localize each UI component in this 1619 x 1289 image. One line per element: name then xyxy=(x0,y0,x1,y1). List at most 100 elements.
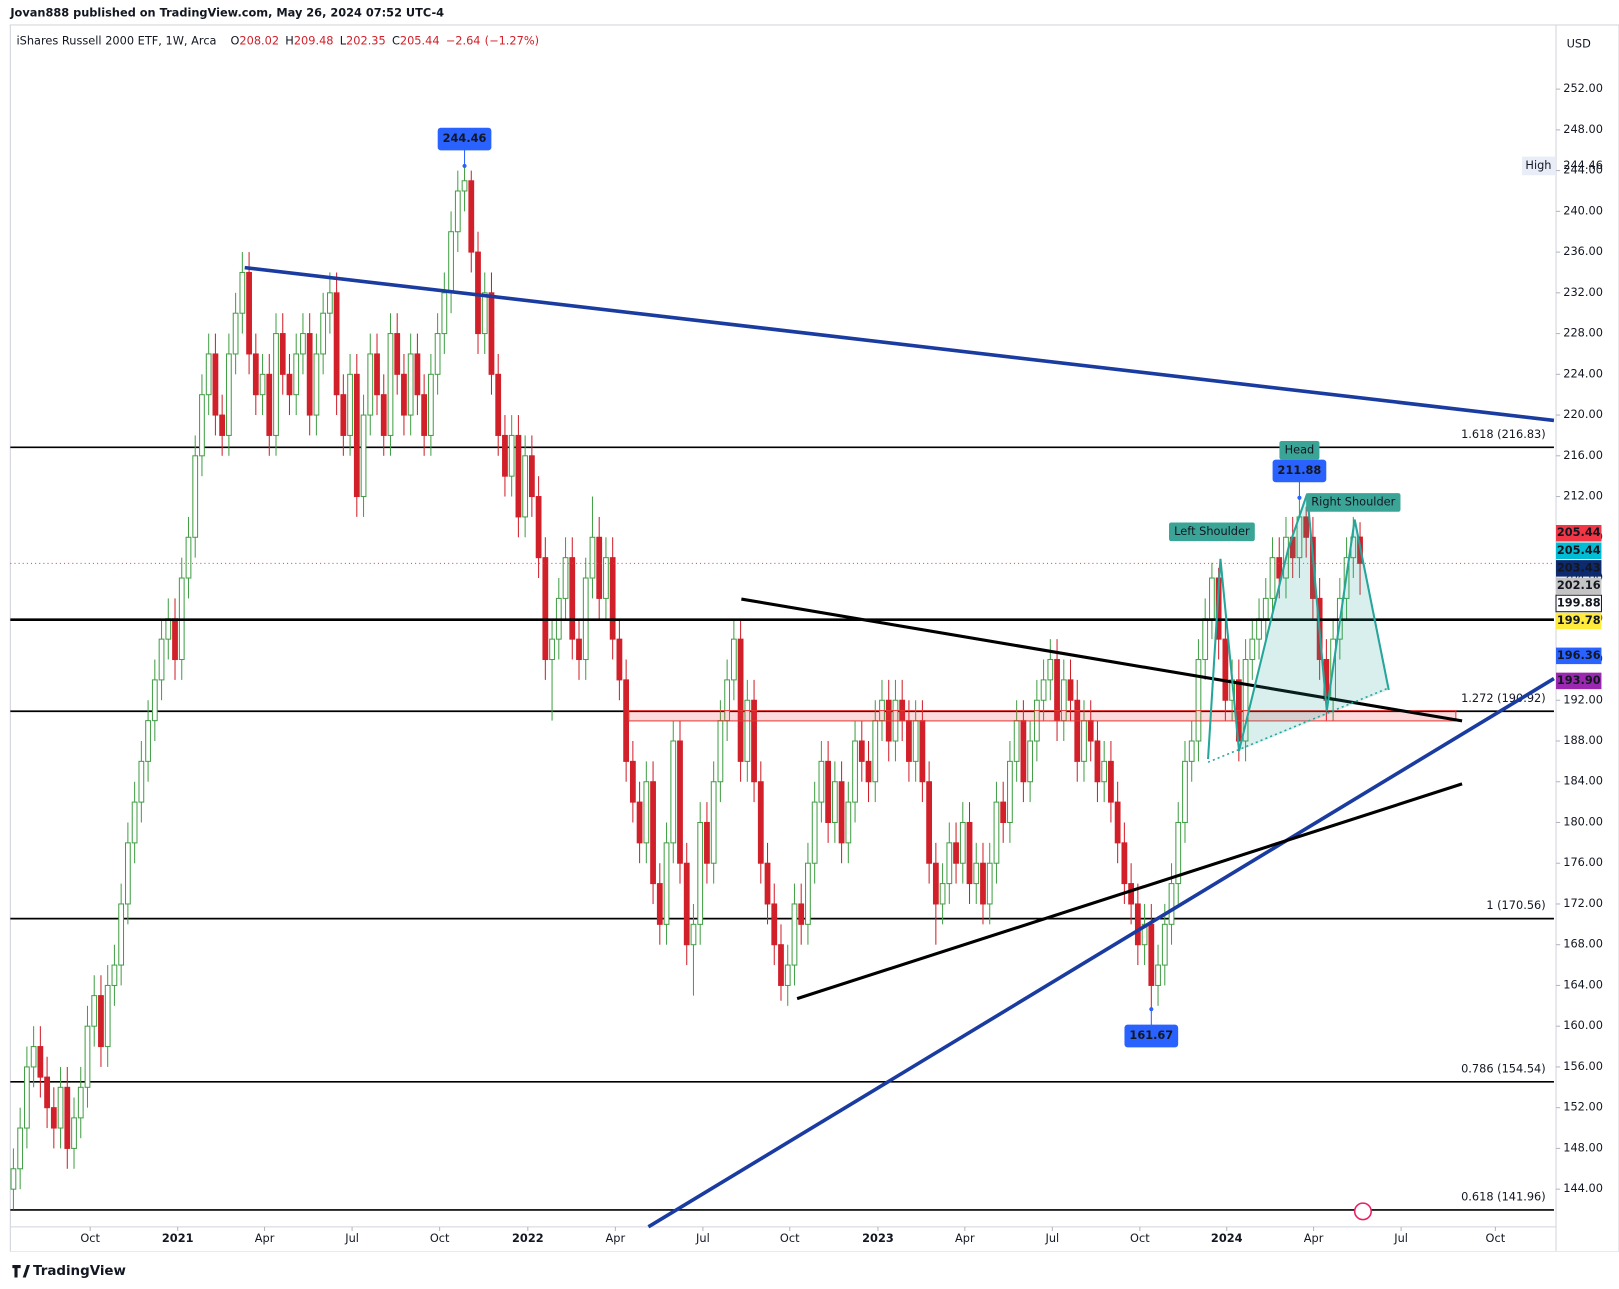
price-badge xyxy=(1556,647,1602,665)
candle-body xyxy=(300,333,306,355)
price-badge xyxy=(1556,560,1602,577)
pattern-box xyxy=(1279,440,1320,460)
candle-body xyxy=(865,760,872,783)
candle-body xyxy=(636,801,643,844)
candle-body xyxy=(320,312,327,355)
candle-body xyxy=(145,720,151,762)
candle-body xyxy=(481,292,488,335)
candle-body xyxy=(670,740,677,844)
candle-body xyxy=(84,1025,91,1088)
candle-body xyxy=(111,964,118,986)
marker-dot xyxy=(1297,495,1302,500)
candle-body xyxy=(172,618,178,661)
marker-box xyxy=(1124,1024,1179,1048)
y-tick-label: 148.00 xyxy=(1563,1140,1603,1154)
x-tick-label: Oct xyxy=(1130,1231,1150,1245)
candle-body xyxy=(704,821,710,864)
x-tick-label: 2022 xyxy=(512,1231,544,1245)
publisher: Jovan888 published on TradingView.com, M… xyxy=(9,6,444,20)
candle-body xyxy=(744,699,751,762)
y-tick-label: 212.00 xyxy=(1563,489,1603,503)
footer: TradingView xyxy=(0,1251,1619,1289)
fib-label: 1.618 (216.83) xyxy=(1461,427,1546,441)
y-tick-label: 216.00 xyxy=(1563,448,1603,462)
price-badge-label: 193.90 xyxy=(1557,673,1601,687)
high-badge xyxy=(1521,156,1555,176)
candle-body xyxy=(434,333,441,375)
y-tick-label: 156.00 xyxy=(1563,1059,1603,1073)
candle-body xyxy=(192,455,199,538)
candle-body xyxy=(912,720,919,762)
price-badge xyxy=(1556,612,1602,630)
candle-body xyxy=(1108,760,1114,803)
x-tick-label: Jul xyxy=(344,1231,359,1245)
footer-bg xyxy=(0,1251,1619,1289)
candle-body xyxy=(468,180,475,253)
candle-body xyxy=(818,760,825,803)
trendline xyxy=(741,597,1463,723)
candle-body xyxy=(77,1086,84,1119)
candle-body xyxy=(333,292,340,396)
candle-body xyxy=(1128,883,1135,905)
y-tick-label: 236.00 xyxy=(1563,244,1603,258)
legend-value: 202.35 xyxy=(346,34,386,48)
neckline xyxy=(1207,687,1390,763)
candle-body xyxy=(165,618,172,640)
candle-body xyxy=(326,292,333,314)
y-tick-label: 232.00 xyxy=(1563,285,1603,299)
price-badge-label: 199.78 xyxy=(1557,613,1601,627)
price-badge xyxy=(1556,524,1602,542)
candle-body xyxy=(71,1117,77,1149)
candle-body xyxy=(980,862,986,905)
y-tick-label: 252.00 xyxy=(1563,81,1603,95)
y-tick-label: 172.00 xyxy=(1563,896,1603,910)
y-tick-label: 188.00 xyxy=(1563,733,1603,747)
candle-body xyxy=(589,536,596,579)
candle-body xyxy=(441,292,448,335)
x-tick-label: Oct xyxy=(80,1231,100,1245)
candle-body xyxy=(1209,577,1215,620)
y-tick-label: 192.00 xyxy=(1563,692,1603,706)
candle-body xyxy=(138,760,145,803)
y-tick-label: 164.00 xyxy=(1563,977,1603,991)
candle-body xyxy=(273,333,279,436)
candle-body xyxy=(542,557,549,661)
x-tick-label: Oct xyxy=(1486,1231,1506,1245)
candle-body xyxy=(603,557,609,599)
candle-body xyxy=(1155,964,1161,986)
high-axis-label: 244.46 xyxy=(1563,158,1603,172)
high-badge-label: High xyxy=(1525,158,1551,172)
candle-body xyxy=(205,353,212,396)
candle-body xyxy=(771,903,778,946)
candle-body xyxy=(757,781,764,864)
candle-body xyxy=(495,373,502,436)
candle-body xyxy=(293,353,300,396)
candle-body xyxy=(677,740,683,864)
y-tick-label: 184.00 xyxy=(1563,774,1603,788)
candle-body xyxy=(710,781,717,864)
y-tick-label: 176.00 xyxy=(1563,855,1603,869)
y-tick-label: 152.00 xyxy=(1563,1100,1603,1114)
candle-body xyxy=(515,434,522,518)
marker-label: 211.88 xyxy=(1278,463,1322,477)
candle-body xyxy=(151,679,158,722)
legend: iShares Russell 2000 ETF, 1W, Arca O208.… xyxy=(17,34,540,48)
fib-label: 0.618 (141.96) xyxy=(1461,1190,1546,1204)
candle-body xyxy=(643,781,650,844)
candle-body xyxy=(562,557,569,599)
candle-body xyxy=(522,455,529,518)
candle-body xyxy=(683,862,690,946)
marker-box xyxy=(437,127,492,151)
candle-body xyxy=(737,638,744,762)
candle-body xyxy=(791,903,798,966)
candle-body xyxy=(1114,801,1121,844)
candle-body xyxy=(1007,760,1013,823)
candle-body xyxy=(1067,679,1074,701)
candle-body xyxy=(1148,923,1155,986)
y-tick-label: 240.00 xyxy=(1563,203,1603,217)
candle-body xyxy=(569,557,576,640)
candle-body xyxy=(845,801,852,844)
candle-body xyxy=(784,964,791,986)
candle-body xyxy=(488,292,495,375)
candle-body xyxy=(751,699,757,783)
